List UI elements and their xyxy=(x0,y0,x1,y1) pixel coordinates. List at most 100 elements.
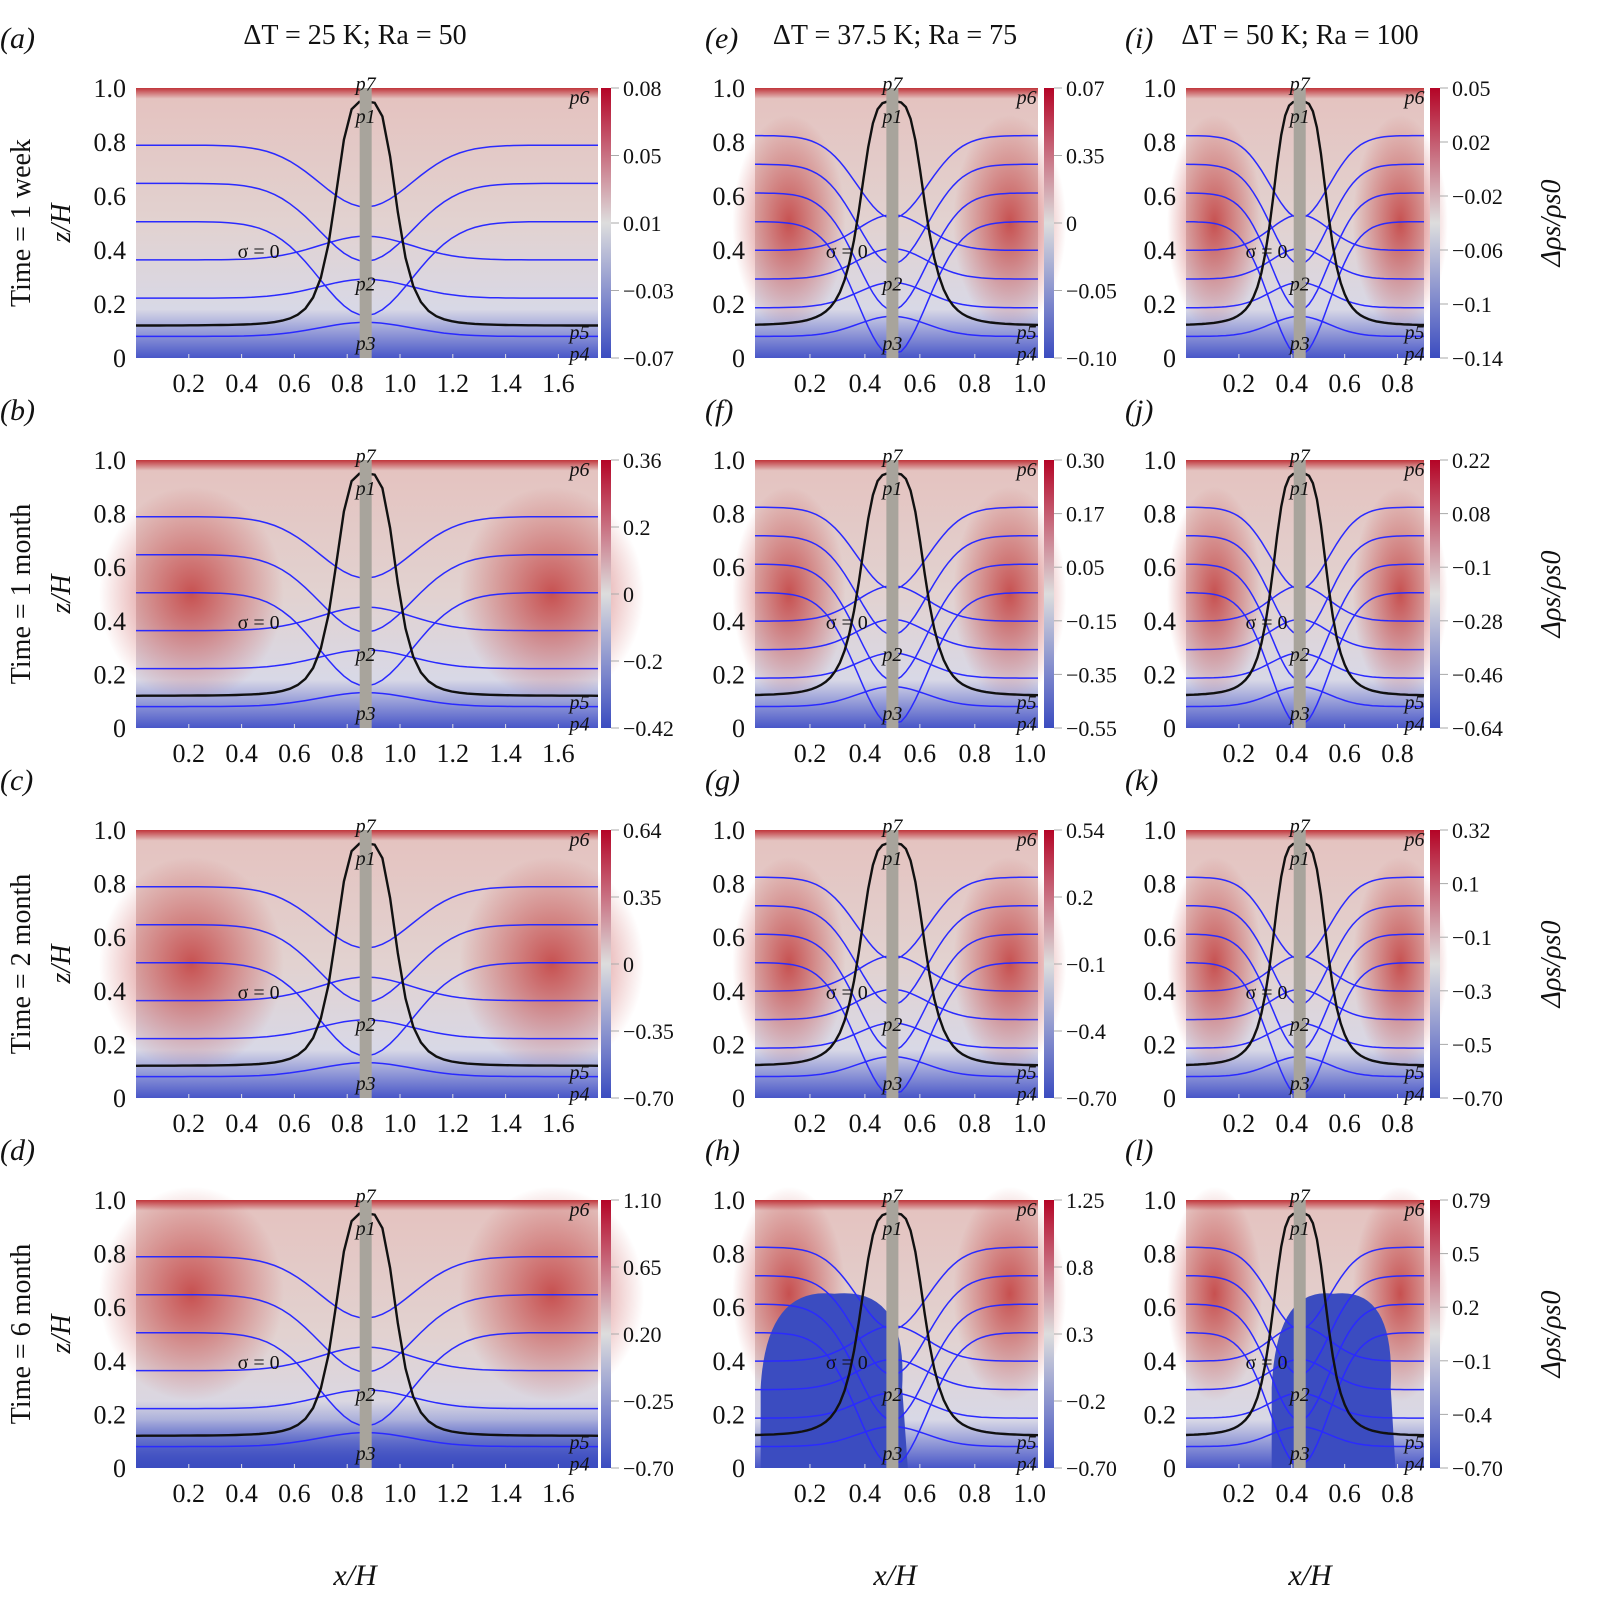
x-tick-label: 1.6 xyxy=(542,1479,575,1508)
x-tick-label: 0.6 xyxy=(278,739,311,768)
colorbar-label: Δρs/ρs0 xyxy=(1536,180,1567,268)
colorbar-tick-label: −0.70 xyxy=(623,1086,674,1111)
positive-anomaly-region xyxy=(953,486,1067,702)
colorbar-tick-label: 0.32 xyxy=(1452,818,1491,843)
colorbar-tick-label: −0.70 xyxy=(1066,1086,1117,1111)
colorbar-tick-label: −0.1 xyxy=(1452,1349,1492,1374)
point-label-p4: p4 xyxy=(568,344,590,366)
x-tick-label: 0.6 xyxy=(1328,739,1361,768)
point-label-p1: p1 xyxy=(354,1218,376,1240)
point-label-p6: p6 xyxy=(568,829,590,851)
y-tick-label: 0.4 xyxy=(713,607,746,636)
porous-divider xyxy=(886,88,899,358)
colorbar-tick-label: −0.1 xyxy=(1452,555,1492,580)
y-tick-label: 0.2 xyxy=(1144,660,1177,689)
y-tick-label: 0.6 xyxy=(1144,553,1177,582)
y-tick-label: 0.2 xyxy=(713,1030,746,1059)
colorbar-tick-label: 1.25 xyxy=(1066,1188,1105,1213)
point-label-p4: p4 xyxy=(1402,344,1424,366)
y-tick-label: 0 xyxy=(1163,714,1176,743)
point-label-p7: p7 xyxy=(880,74,903,96)
porous-divider xyxy=(1293,1200,1306,1468)
x-tick-label: 0.8 xyxy=(331,369,364,398)
positive-anomaly-region xyxy=(1352,856,1448,1072)
x-tick-label: 1.0 xyxy=(384,369,417,398)
point-label-p1: p1 xyxy=(880,478,902,500)
point-label-p1: p1 xyxy=(354,848,376,870)
x-tick-label: 0.8 xyxy=(959,739,992,768)
colorbar-tick-label: −0.06 xyxy=(1452,238,1503,263)
x-tick-label: 0.2 xyxy=(1223,1109,1256,1138)
point-label-p3: p3 xyxy=(880,1073,902,1095)
y-tick-label: 0.6 xyxy=(713,182,746,211)
row-label: Time = 1 month xyxy=(6,504,37,684)
point-label-p6: p6 xyxy=(1015,87,1037,109)
colorbar-tick-label: 0.64 xyxy=(623,818,662,843)
sigma-label: σ = 0 xyxy=(1246,1352,1288,1374)
y-tick-label: 0.4 xyxy=(94,1347,127,1376)
x-tick-label: 0.6 xyxy=(904,1479,937,1508)
positive-anomaly-region xyxy=(1352,115,1448,331)
x-tick-label: 1.6 xyxy=(542,369,575,398)
y-axis-label: z/H xyxy=(46,943,77,985)
colorbar xyxy=(1044,88,1054,358)
x-tick-label: 1.4 xyxy=(489,739,522,768)
colorbar-tick-label: −0.15 xyxy=(1066,609,1117,634)
colorbar-tick-label: 0.36 xyxy=(623,448,662,473)
point-label-p2: p2 xyxy=(880,644,902,666)
point-label-p2: p2 xyxy=(1288,273,1310,295)
point-label-p2: p2 xyxy=(354,644,376,666)
positive-anomaly-region xyxy=(99,1186,284,1402)
point-label-p3: p3 xyxy=(880,1443,902,1465)
x-tick-label: 0.2 xyxy=(794,739,827,768)
point-label-p3: p3 xyxy=(880,703,902,725)
y-tick-label: 0.6 xyxy=(1144,1293,1177,1322)
colorbar-tick-label: −0.3 xyxy=(1452,979,1492,1004)
x-tick-label: 0.4 xyxy=(1276,369,1309,398)
panel-label: (d) xyxy=(0,1134,35,1167)
point-label-p6: p6 xyxy=(1015,459,1037,481)
point-label-p2: p2 xyxy=(1288,1014,1310,1036)
colorbar xyxy=(1044,460,1054,728)
x-tick-label: 0.8 xyxy=(331,739,364,768)
point-label-p1: p1 xyxy=(1288,478,1310,500)
colorbar-tick-label: 0.54 xyxy=(1066,818,1105,843)
x-tick-label: 0.4 xyxy=(849,1479,882,1508)
x-tick-label: 0.2 xyxy=(1223,369,1256,398)
colorbar-tick-label: 0 xyxy=(623,952,634,977)
y-tick-label: 1.0 xyxy=(94,1186,127,1215)
sigma-label: σ = 0 xyxy=(1246,982,1288,1004)
colorbar-tick-label: −0.2 xyxy=(623,649,663,674)
sigma-label: σ = 0 xyxy=(238,982,280,1004)
colorbar-label: Δρs/ρs0 xyxy=(1536,1291,1567,1379)
y-tick-label: 0.2 xyxy=(713,290,746,319)
x-tick-label: 0.4 xyxy=(225,1479,258,1508)
point-label-p5: p5 xyxy=(1402,692,1424,714)
colorbar-tick-label: 0.35 xyxy=(1066,144,1105,169)
x-tick-label: 1.6 xyxy=(542,1109,575,1138)
point-label-p3: p3 xyxy=(1288,1073,1310,1095)
y-tick-label: 0 xyxy=(1163,344,1176,373)
colorbar-tick-label: −0.1 xyxy=(1452,292,1492,317)
point-label-p6: p6 xyxy=(1402,459,1424,481)
x-tick-label: 1.4 xyxy=(489,369,522,398)
positive-anomaly-region xyxy=(953,115,1067,331)
x-tick-label: 1.6 xyxy=(542,739,575,768)
colorbar-tick-label: −0.05 xyxy=(1066,279,1117,304)
y-tick-label: 0 xyxy=(1163,1084,1176,1113)
x-tick-label: 1.4 xyxy=(489,1479,522,1508)
positive-anomaly-region xyxy=(953,1186,1067,1402)
point-label-p5: p5 xyxy=(568,692,590,714)
x-tick-label: 0.8 xyxy=(959,369,992,398)
y-tick-label: 0.2 xyxy=(94,1400,127,1429)
porous-divider xyxy=(1293,88,1306,358)
x-tick-label: 0.6 xyxy=(1328,369,1361,398)
point-label-p6: p6 xyxy=(568,459,590,481)
x-tick-label: 0.6 xyxy=(904,739,937,768)
point-label-p4: p4 xyxy=(1015,1084,1037,1106)
colorbar-tick-label: 0.17 xyxy=(1066,502,1105,527)
